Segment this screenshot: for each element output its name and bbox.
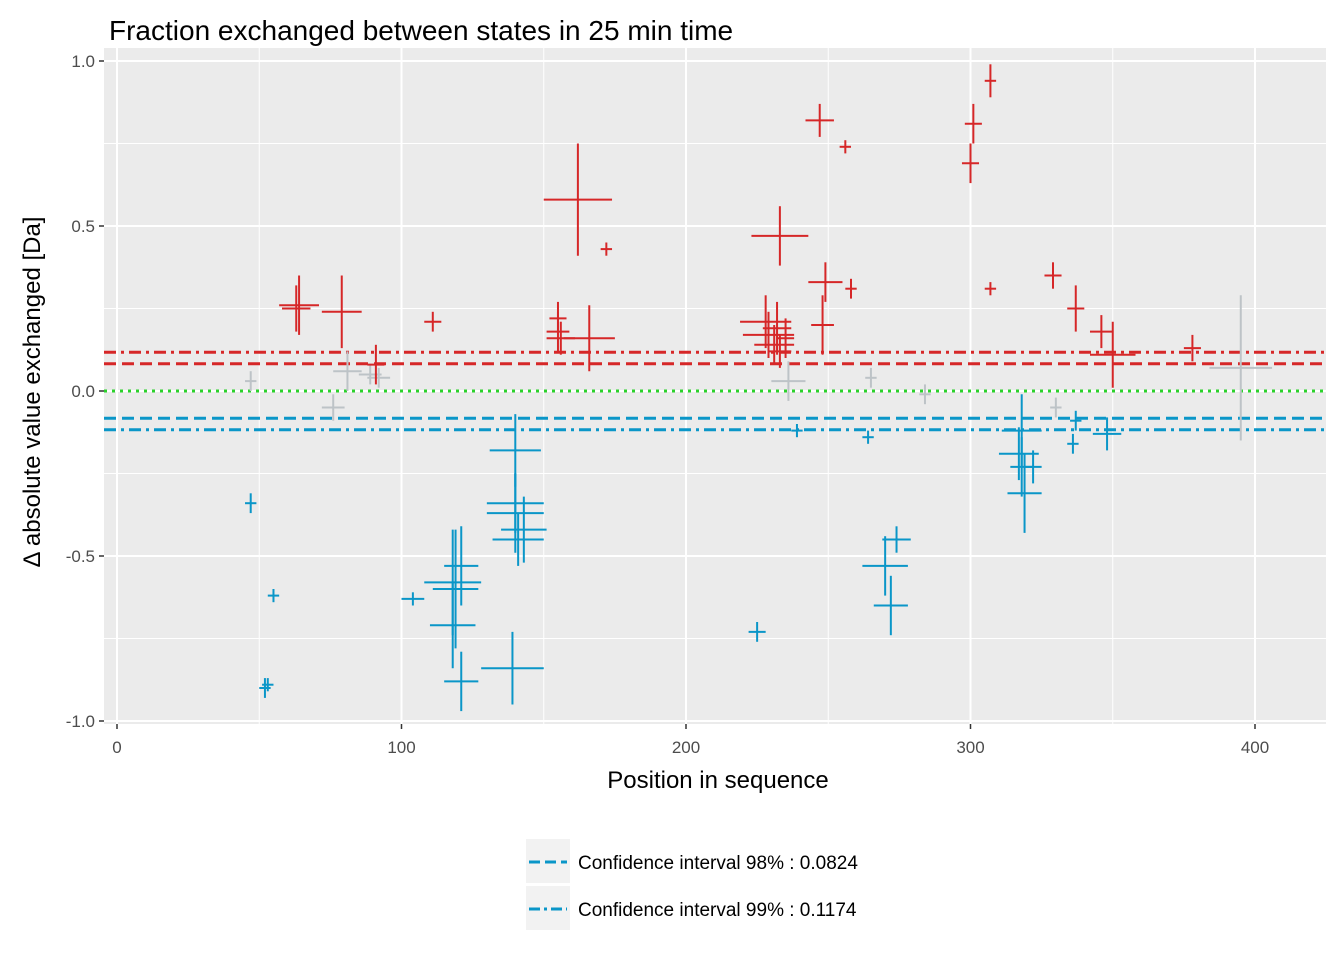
plot-panel — [104, 48, 1326, 724]
legend: Confidence interval 98% : 0.0824 Confiden… — [526, 839, 858, 930]
data-point-positive — [600, 242, 613, 256]
data-point-positive — [777, 318, 795, 358]
data-point-insignificant — [1050, 397, 1062, 418]
data-point-positive — [1067, 285, 1085, 332]
data-point-positive — [424, 311, 442, 332]
data-point-negative — [444, 526, 479, 606]
data-point-negative — [1092, 417, 1122, 451]
data-point-insignificant — [245, 371, 257, 391]
x-tick-label: 300 — [956, 738, 984, 757]
data-point-positive — [321, 275, 362, 349]
data-point-negative — [862, 430, 874, 444]
data-point-negative — [401, 592, 425, 606]
data-point-positive — [543, 143, 613, 256]
data-point-positive — [754, 325, 795, 365]
y-tick-label: 0.0 — [71, 382, 95, 401]
y-axis-title: Δ absolute value exchanged [Da] — [19, 217, 46, 568]
data-point-insignificant — [1209, 295, 1273, 441]
data-point-negative — [429, 582, 476, 669]
y-tick-label: -1.0 — [66, 712, 95, 731]
data-point-positive — [839, 140, 852, 154]
data-point-negative — [748, 622, 766, 642]
data-point-negative — [1070, 410, 1082, 431]
data-points — [245, 64, 1273, 712]
data-point-positive — [563, 305, 615, 372]
reference-lines — [104, 350, 1326, 432]
data-point-negative — [492, 513, 544, 566]
x-tick-label: 400 — [1241, 738, 1269, 757]
data-point-negative — [791, 424, 803, 438]
data-point-negative — [444, 651, 479, 712]
y-tick-label: -0.5 — [66, 547, 95, 566]
data-point-negative — [267, 589, 280, 603]
chart-title: Fraction exchanged between states in 25 … — [109, 15, 733, 46]
data-point-positive — [1089, 321, 1136, 388]
y-axis: -1.0 -0.5 0.0 0.5 1.0 — [66, 52, 104, 731]
data-point-negative — [489, 414, 541, 487]
data-point-positive — [805, 103, 834, 137]
data-point-negative — [873, 575, 908, 636]
data-point-insignificant — [321, 394, 345, 421]
data-point-negative — [1067, 433, 1079, 454]
x-tick-label: 100 — [387, 738, 415, 757]
data-point-negative — [1024, 450, 1042, 484]
data-point-positive — [961, 143, 980, 184]
x-axis: 0 100 200 300 400 — [112, 724, 1269, 757]
data-point-positive — [740, 295, 792, 349]
data-point-positive — [984, 282, 997, 296]
data-point-positive — [549, 301, 567, 335]
data-point-insignificant — [865, 367, 877, 388]
y-tick-label: 1.0 — [71, 52, 95, 71]
data-point-positive — [964, 103, 982, 144]
data-point-insignificant — [919, 384, 931, 405]
data-point-positive — [984, 64, 997, 98]
grid-lines — [104, 48, 1326, 724]
legend-entry: Confidence interval 99% : 0.1174 — [526, 886, 857, 930]
x-tick-label: 200 — [672, 738, 700, 757]
data-point-positive — [279, 275, 319, 335]
x-axis-title: Position in sequence — [607, 767, 828, 794]
data-point-negative — [481, 631, 544, 705]
data-point-positive — [367, 344, 385, 385]
data-point-insignificant — [771, 361, 806, 401]
data-point-positive — [1183, 334, 1201, 362]
data-point-negative — [262, 678, 274, 692]
legend-entry: Confidence interval 98% : 0.0824 — [526, 839, 858, 883]
data-point-positive — [811, 295, 834, 355]
legend-label: Confidence interval 99% : 0.1174 — [578, 900, 857, 921]
data-point-positive — [282, 285, 311, 332]
data-point-positive — [1044, 262, 1062, 289]
data-point-positive — [751, 206, 809, 266]
data-point-positive — [808, 262, 843, 302]
data-point-insignificant — [367, 367, 391, 388]
data-point-positive — [768, 334, 792, 368]
data-point-negative — [245, 493, 257, 514]
data-point-positive — [845, 278, 857, 299]
data-point-negative — [882, 526, 911, 553]
data-point-positive — [1089, 315, 1113, 349]
y-tick-label: 0.5 — [71, 217, 95, 236]
data-point-negative — [862, 536, 908, 596]
data-point-negative — [501, 496, 547, 563]
x-tick-label: 0 — [112, 738, 121, 757]
data-point-insignificant — [333, 351, 362, 391]
legend-label: Confidence interval 98% : 0.0824 — [578, 853, 858, 874]
data-point-negative — [432, 529, 479, 649]
